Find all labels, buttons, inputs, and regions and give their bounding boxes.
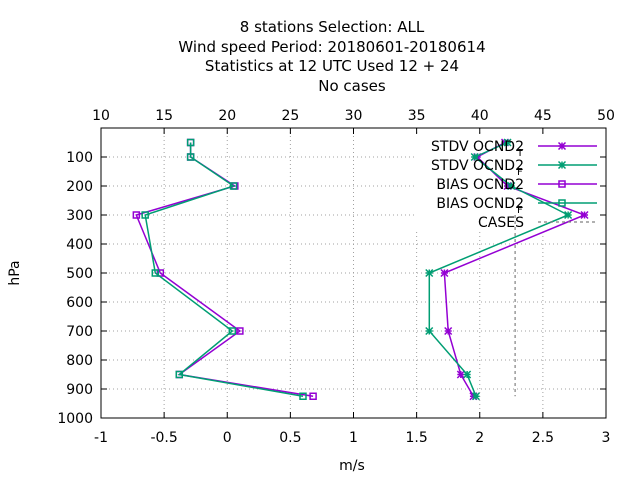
marker-stroke <box>440 268 449 278</box>
y-tick-label: 800 <box>66 353 93 369</box>
marker-stroke <box>456 370 465 379</box>
legend-area <box>416 134 606 230</box>
data-point-star <box>456 370 465 379</box>
x-tick-label: 2 <box>475 430 484 446</box>
data-point-square <box>229 182 238 190</box>
data-point-square <box>299 392 307 400</box>
marker-stroke <box>557 160 567 170</box>
x-tick-label: 0.5 <box>279 430 301 446</box>
x2-tick-label: 50 <box>597 108 615 124</box>
data-point-square <box>186 138 195 147</box>
y-tick-label: 300 <box>66 208 93 224</box>
chart-title-line-3: Statistics at 12 UTC Used 12 + 24 <box>205 57 459 75</box>
x2-tick-label: 20 <box>218 108 236 124</box>
legend-label-bias-teal: BIAS OCND2 <box>436 196 524 212</box>
data-point-square <box>132 211 141 219</box>
annotation-f-1: F <box>517 167 523 178</box>
legend: STDV OCND2 STDV OCND2 BIAS OCND2 BIAS OC… <box>431 139 597 231</box>
marker-stroke <box>425 268 434 278</box>
data-point-star <box>470 152 479 162</box>
x-axis-label: m/s <box>339 458 365 474</box>
marker-stroke <box>503 138 512 147</box>
tick-layer: -1 -0.5 0 0.5 1 1.5 2 2.5 3 10 15 20 25 30 35 40 45 50 100… <box>57 108 615 446</box>
legend-sample-square <box>558 199 566 207</box>
x-tick-label: -0.5 <box>150 430 177 446</box>
marker-stroke <box>557 141 567 151</box>
data-point-star <box>440 268 449 278</box>
x-tick-label: 3 <box>602 430 611 446</box>
data-point-square <box>228 327 237 335</box>
y-tick-label: 500 <box>66 266 93 282</box>
annotation-f-2: F <box>517 205 523 216</box>
marker-stroke <box>425 326 434 336</box>
legend-label-bias-purple: BIAS OCND2 <box>436 177 524 193</box>
x-tick-label: 2.5 <box>532 430 554 446</box>
data-point-star <box>425 268 434 278</box>
legend-label-stdv-purple: STDV OCND2 <box>431 139 524 155</box>
annotation-t: T <box>516 148 524 159</box>
series-line-0 <box>443 141 587 397</box>
legend-label-stdv-teal: STDV OCND2 <box>431 158 524 174</box>
data-point-star <box>463 370 472 379</box>
y-tick-label: 1000 <box>57 411 93 427</box>
data-point-star <box>503 138 512 147</box>
data-point-square <box>236 327 244 335</box>
data-point-square <box>151 269 160 277</box>
x-tick-label: 1 <box>349 430 358 446</box>
legend-label-cases: CASES <box>478 215 524 231</box>
data-point-star <box>471 392 480 401</box>
y-tick-label: 400 <box>66 237 93 253</box>
series-line-3 <box>144 142 304 398</box>
x2-tick-label: 45 <box>534 108 552 124</box>
x2-tick-label: 25 <box>281 108 299 124</box>
legend-sample-star <box>557 160 567 170</box>
legend-background <box>416 134 606 230</box>
data-point-star <box>580 210 589 220</box>
y-tick-label: 700 <box>66 324 93 340</box>
chart-title-line-1: 8 stations Selection: ALL <box>240 18 425 36</box>
data-point-square <box>309 392 317 400</box>
data-point-square <box>186 153 195 161</box>
data-point-star <box>507 181 516 191</box>
x-tick-label: -1 <box>94 430 108 446</box>
data-point-square <box>175 370 184 379</box>
marker-stroke <box>580 210 589 220</box>
series-line-1 <box>428 141 570 397</box>
x2-tick-label: 30 <box>345 108 363 124</box>
series-layer <box>132 138 589 401</box>
marker-stroke <box>564 210 573 220</box>
y-tick-label: 100 <box>66 150 93 166</box>
legend-sample-star <box>557 141 567 151</box>
x2-tick-label: 15 <box>155 108 173 124</box>
x2-tick-label: 10 <box>92 108 110 124</box>
y-tick-label: 200 <box>66 179 93 195</box>
marker-stroke <box>471 392 480 401</box>
x2-tick-label: 40 <box>471 108 489 124</box>
chart-title-line-4: No cases <box>318 77 386 95</box>
marker-stroke <box>470 152 479 162</box>
marker-stroke <box>463 370 472 379</box>
y-tick-label: 900 <box>66 382 93 398</box>
data-point-star <box>564 210 573 220</box>
chart-title-line-2: Wind speed Period: 20180601-20180614 <box>178 38 485 56</box>
x2-tick-label: 35 <box>408 108 426 124</box>
data-point-square <box>141 211 149 219</box>
data-point-star <box>444 326 453 336</box>
marker-stroke <box>444 326 453 336</box>
x-tick-label: 0 <box>223 430 232 446</box>
data-point-star <box>425 326 434 336</box>
marker-stroke <box>507 181 516 191</box>
y-tick-label: 600 <box>66 295 93 311</box>
x-tick-label: 1.5 <box>405 430 427 446</box>
y-axis-label: hPa <box>7 260 23 285</box>
legend-samples <box>538 141 597 223</box>
legend-sample-square <box>558 180 566 188</box>
